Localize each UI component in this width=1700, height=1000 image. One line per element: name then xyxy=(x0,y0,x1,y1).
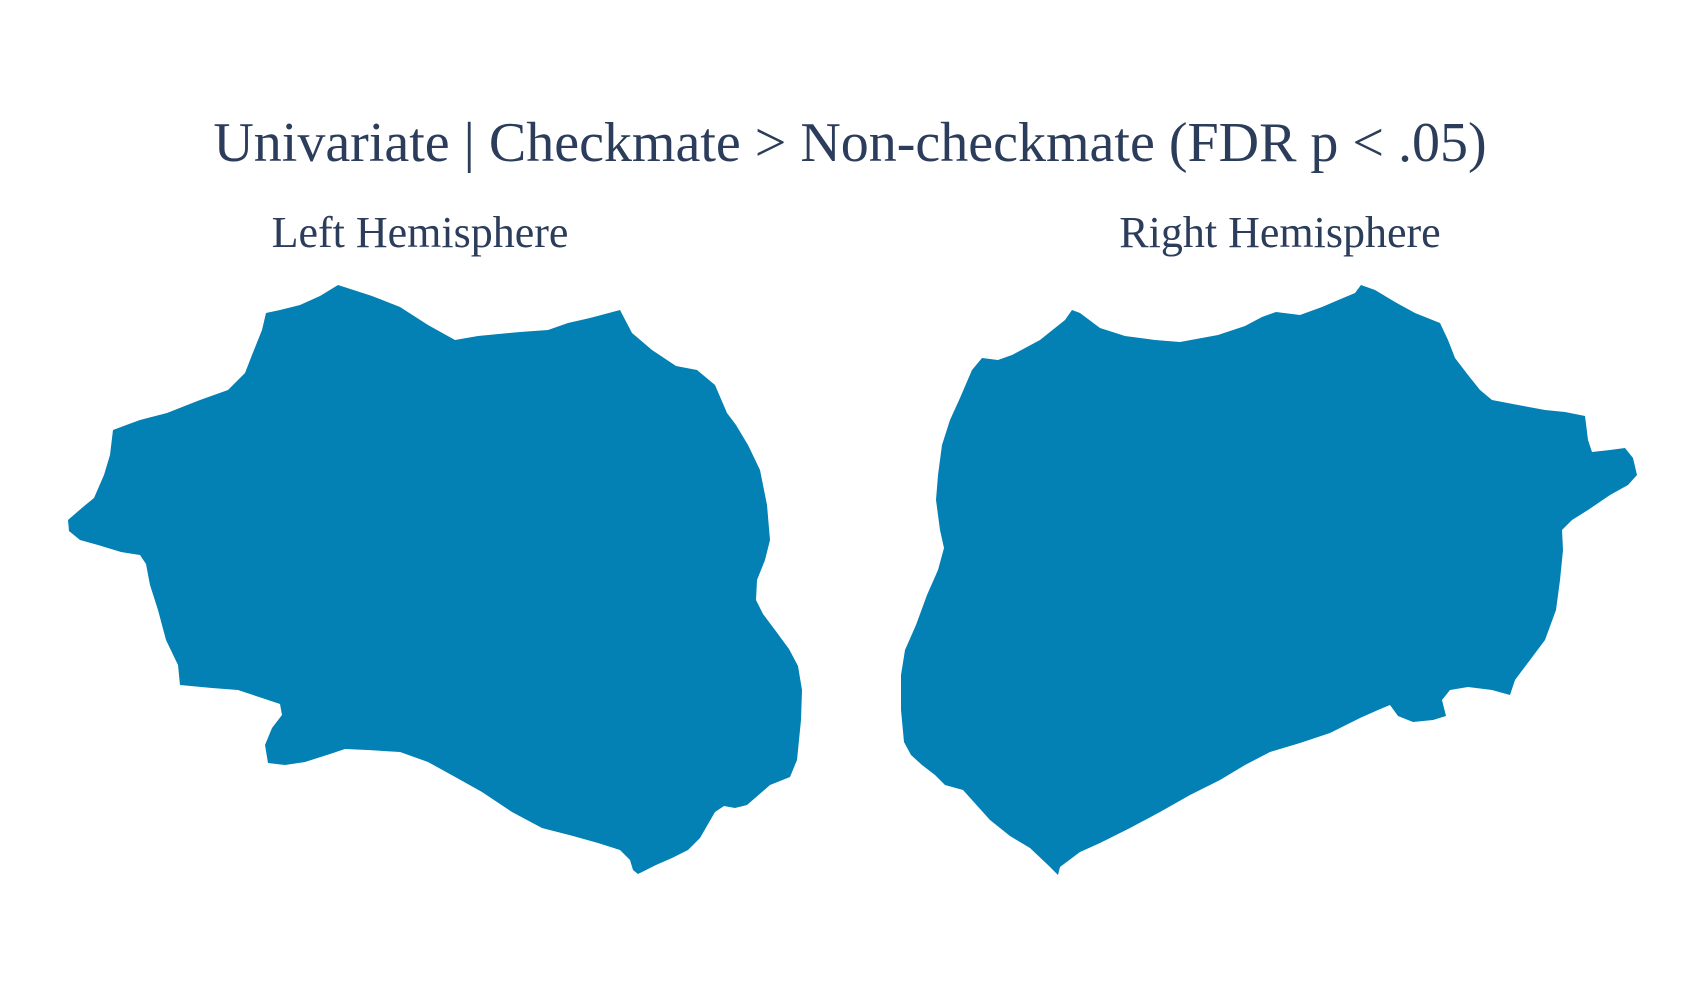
left-hemisphere-label: Left Hemisphere xyxy=(271,208,569,257)
right-hemisphere-label: Right Hemisphere xyxy=(1119,208,1441,257)
right-hemisphere-surface xyxy=(901,285,1637,875)
left-hemisphere-surface xyxy=(68,285,802,874)
figure-title: Univariate | Checkmate > Non-checkmate (… xyxy=(213,112,1487,174)
